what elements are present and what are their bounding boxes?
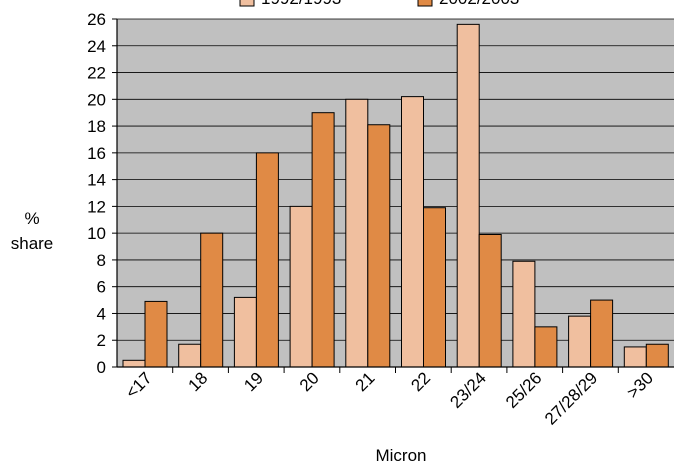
bar-series2 [200,232,224,368]
x-tick-label: 25/26 [502,368,546,412]
bar-series1 [456,23,480,368]
y-tick-label: 26 [87,10,106,29]
bar-series2 [423,207,446,368]
y-tick-label: 18 [87,117,106,136]
x-tick-label: 21 [352,368,379,395]
bar-series2 [534,326,558,368]
x-tick-label: 20 [296,368,323,395]
bar-series1 [289,205,313,368]
y-axis-label-line1: % [24,209,39,228]
y-tick-label: 10 [87,224,106,243]
y-tick-label: 12 [87,197,106,216]
bar-series1 [178,343,202,368]
y-tick-label: 4 [97,304,106,323]
y-tick-label: 14 [87,171,106,190]
legend-label: 1992/1993 [261,0,341,8]
bar-series1 [512,260,536,368]
bar-series1 [345,98,369,368]
x-axis-label: Micron [375,446,426,465]
x-tick-label: 27/28/29 [541,368,601,428]
legend: 1992/1993 2002/2003 [239,0,519,8]
bar-series2 [144,300,168,368]
y-axis-label-line2: share [11,234,54,253]
y-tick-label: 8 [97,251,106,270]
y-tick-label: 22 [87,64,106,83]
bar-series1 [122,359,146,368]
y-tick-label: 20 [87,90,106,109]
bar-series2 [311,112,335,368]
x-tick-label: >30 [623,368,657,402]
bar-series1 [568,315,592,368]
x-tick-label: <17 [122,368,156,402]
x-tick-label: 23/24 [446,368,490,412]
bar-series1 [623,346,647,368]
x-tick-label: 18 [185,368,212,395]
bar-series2 [590,299,614,368]
x-tick-label: 19 [240,368,267,395]
y-tick-label: 0 [97,358,106,377]
y-tick-label: 6 [97,278,106,297]
bars [122,23,669,368]
y-tick-label: 24 [87,37,106,56]
bar-series2 [478,233,502,368]
legend-swatch [417,0,433,7]
bar-series2 [645,343,669,368]
legend-label: 2002/2003 [439,0,519,8]
bar-series2 [255,152,279,368]
y-tick-label: 16 [87,144,106,163]
y-tick-label: 2 [97,331,106,350]
x-tick-label: 22 [407,368,434,395]
legend-swatch [239,0,255,7]
bar-series1 [233,296,257,368]
bar-series1 [401,96,424,368]
bar-series2 [367,124,391,368]
